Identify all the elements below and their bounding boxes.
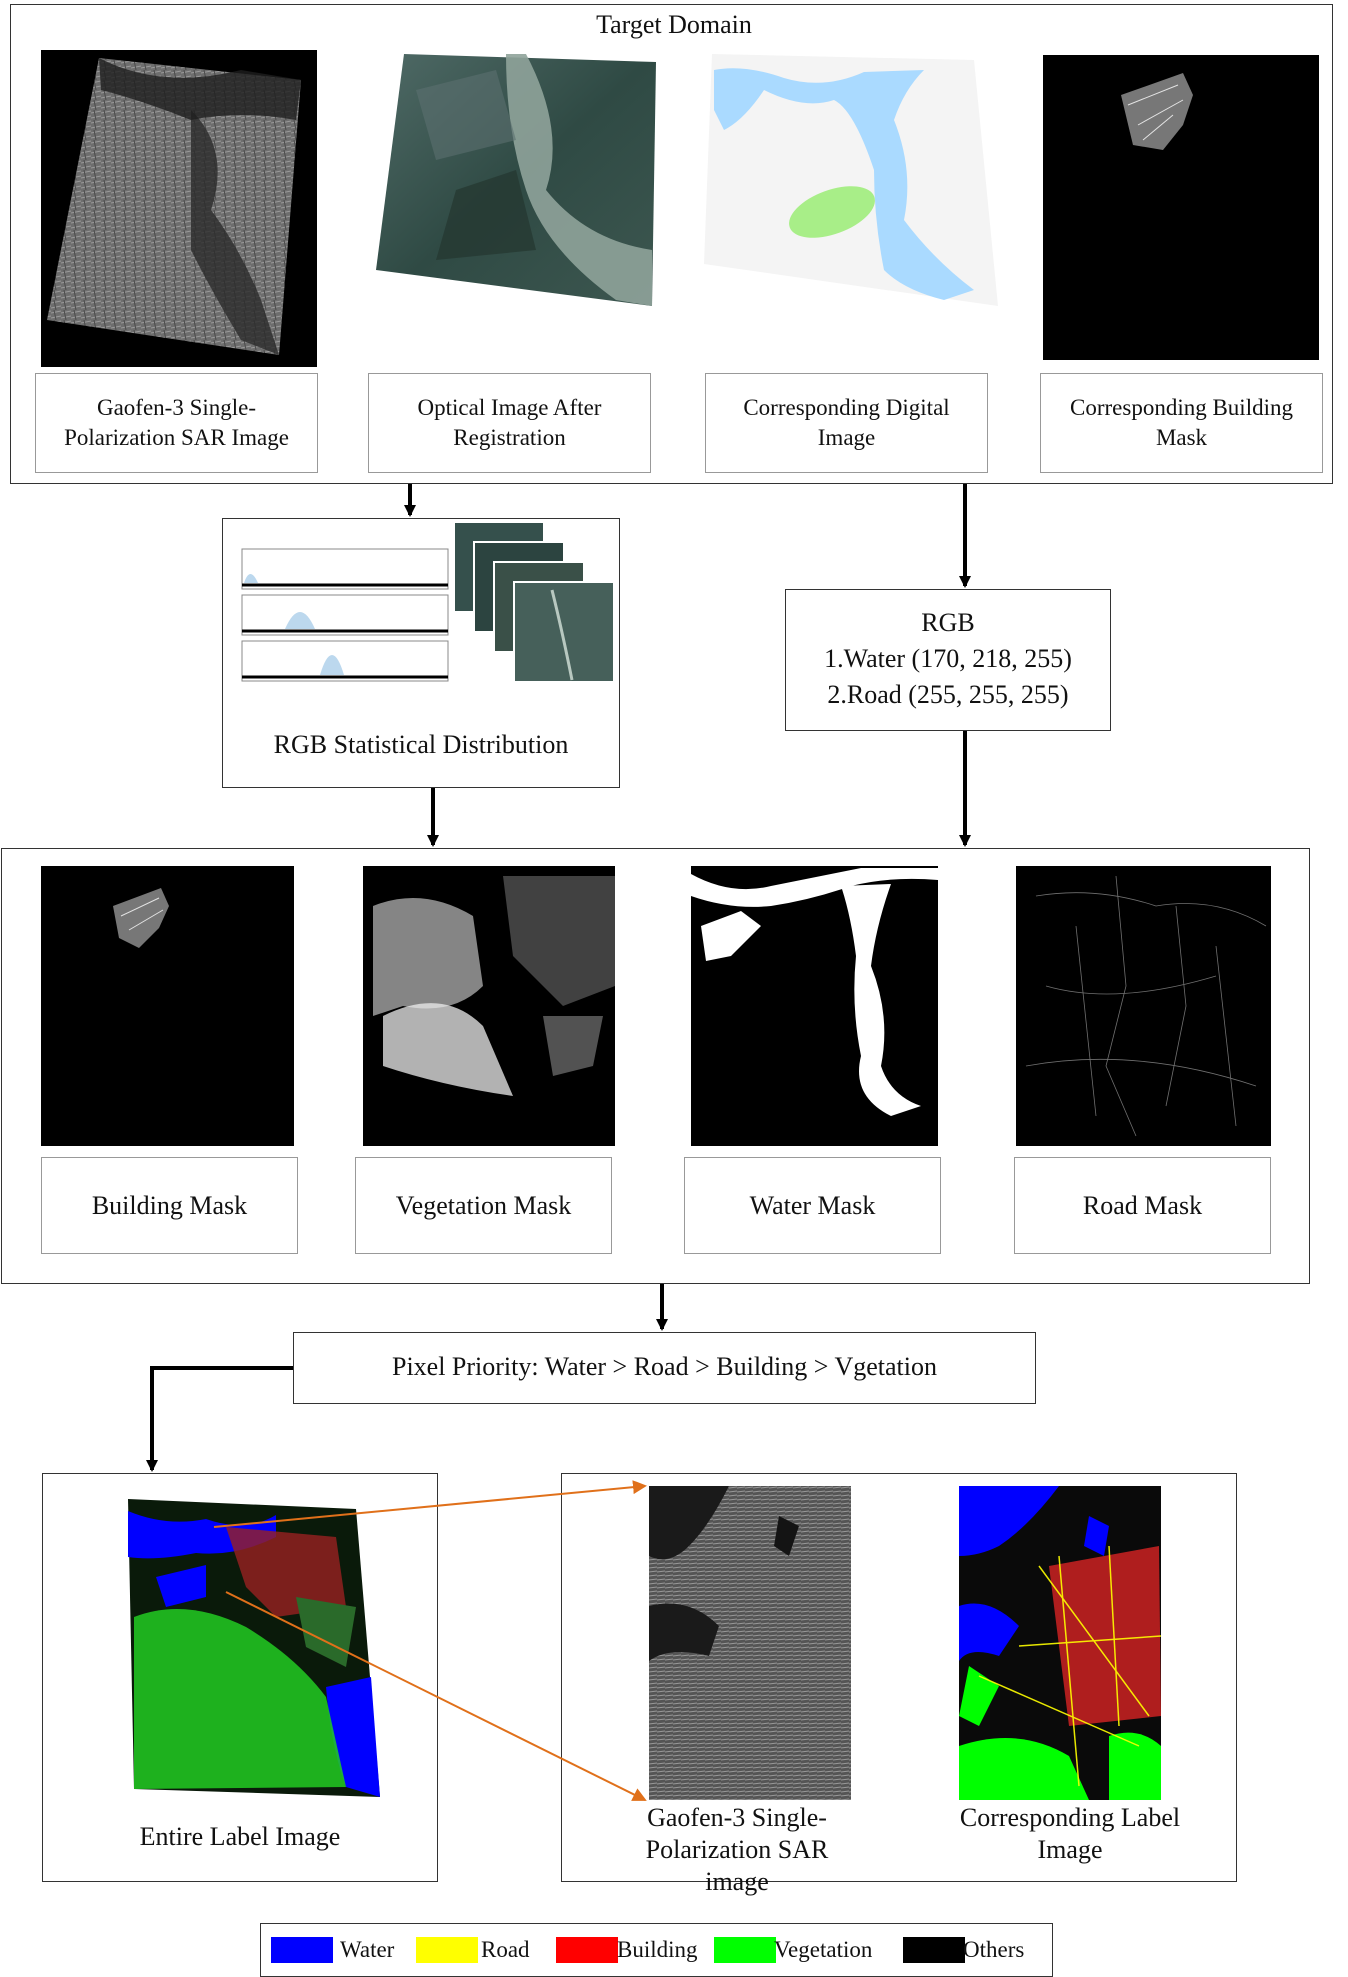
legend-others-label: Others bbox=[963, 1937, 1025, 1962]
statistical-distribution-label: RGB Statistical Distribution bbox=[273, 730, 569, 759]
building-mask-top-label: Corresponding Building Mask bbox=[1040, 373, 1323, 473]
digital-map-image bbox=[704, 50, 998, 310]
optical-image-label: Optical Image After Registration bbox=[368, 373, 651, 473]
building-mask-image bbox=[41, 866, 294, 1146]
pixel-priority-box bbox=[293, 1332, 1036, 1404]
rgb-values-box bbox=[785, 589, 1111, 731]
target-domain-title: Target Domain bbox=[596, 10, 752, 39]
entire-label-image bbox=[126, 1497, 380, 1801]
arrow-priority-to-entire bbox=[146, 1366, 293, 1472]
entire-label-caption: Entire Label Image bbox=[139, 1822, 341, 1851]
detail-label-image bbox=[959, 1486, 1161, 1800]
legend-vegetation-label: Vegetation bbox=[774, 1937, 873, 1962]
legend-water-swatch bbox=[271, 1937, 333, 1963]
building-mask-thumbnail bbox=[1043, 55, 1319, 360]
road-mask-label: Road Mask bbox=[1014, 1157, 1271, 1254]
rgb-water-line: 1.Water (170, 218, 255) bbox=[824, 644, 1072, 673]
vegetation-mask-label: Vegetation Mask bbox=[355, 1157, 612, 1254]
detail-sar-image bbox=[649, 1486, 851, 1800]
legend-water-label: Water bbox=[340, 1937, 395, 1962]
legend-building-swatch bbox=[556, 1937, 618, 1963]
road-mask-image bbox=[1016, 866, 1271, 1146]
detail-label-caption: Corresponding Label Image bbox=[959, 1803, 1181, 1864]
optical-image bbox=[376, 50, 656, 310]
legend-vegetation-swatch bbox=[714, 1937, 776, 1963]
rgb-road-line: 2.Road (255, 255, 255) bbox=[827, 680, 1069, 709]
optical-tiles-stack bbox=[452, 520, 622, 685]
pixel-priority-label: Pixel Priority: Water > Road > Building … bbox=[391, 1352, 937, 1381]
legend-road-label: Road bbox=[481, 1937, 530, 1962]
vegetation-mask-image bbox=[363, 866, 615, 1146]
building-mask-label: Building Mask bbox=[41, 1157, 298, 1254]
detail-sar-caption: Gaofen-3 Single-Polarization SAR image bbox=[645, 1803, 829, 1896]
sar-image bbox=[41, 50, 317, 367]
water-mask-label: Water Mask bbox=[684, 1157, 941, 1254]
legend-building-label: Building bbox=[617, 1937, 698, 1962]
orange-arrow-upper bbox=[213, 1480, 647, 1528]
legend-others-swatch bbox=[903, 1937, 965, 1963]
legend-road-swatch bbox=[416, 1937, 478, 1963]
sar-image-label: Gaofen-3 Single-Polarization SAR Image bbox=[35, 373, 318, 473]
histogram-charts-icon bbox=[240, 545, 452, 685]
digital-image-label: Corresponding Digital Image bbox=[705, 373, 988, 473]
rgb-title: RGB bbox=[921, 608, 975, 637]
orange-arrow-lower bbox=[225, 1591, 647, 1801]
water-mask-image bbox=[691, 866, 938, 1146]
